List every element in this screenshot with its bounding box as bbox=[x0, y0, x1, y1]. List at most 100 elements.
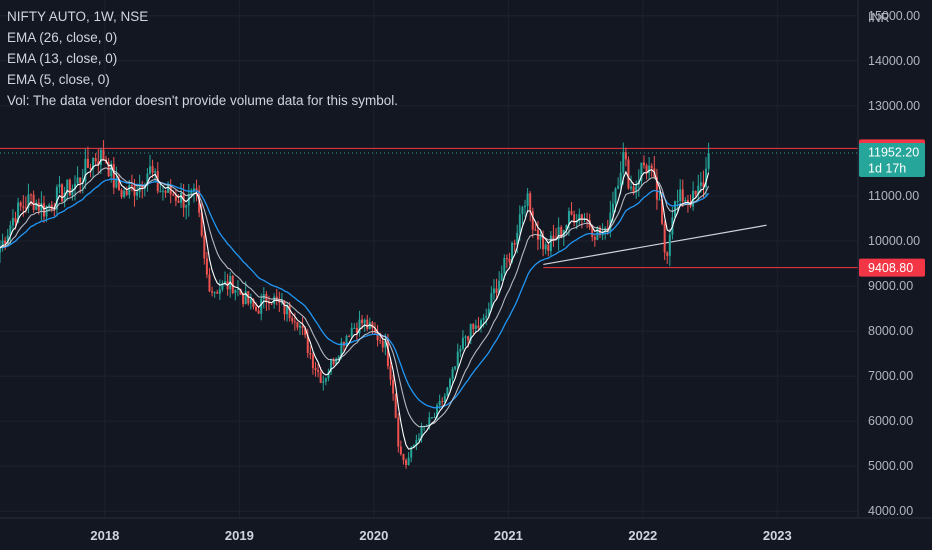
candle-body bbox=[84, 158, 87, 182]
candle-body bbox=[433, 416, 436, 418]
candle-body bbox=[384, 340, 387, 348]
candle-body bbox=[417, 438, 420, 441]
candle-body bbox=[330, 359, 333, 373]
candle-body bbox=[1, 240, 4, 248]
candle-body bbox=[180, 192, 183, 203]
candle-body bbox=[291, 317, 294, 322]
candle-body bbox=[92, 158, 95, 170]
price-tick-label: 8000.00 bbox=[868, 324, 913, 338]
candle-body bbox=[371, 322, 374, 329]
candle-body bbox=[293, 321, 296, 323]
candle-body bbox=[68, 179, 71, 196]
candle-body bbox=[503, 258, 506, 274]
candle-body bbox=[252, 299, 255, 307]
candle-body bbox=[630, 186, 633, 189]
candle-body bbox=[480, 320, 483, 328]
candle-body bbox=[668, 234, 671, 256]
ema-5-label[interactable]: EMA (5, close, 0) bbox=[7, 72, 110, 87]
volume-note: Vol: The data vendor doesn't provide vol… bbox=[7, 93, 399, 108]
candle-body bbox=[642, 162, 645, 166]
candle-body bbox=[420, 426, 423, 439]
candle-body bbox=[167, 184, 170, 193]
candle-body bbox=[593, 237, 596, 240]
candle-body bbox=[55, 187, 58, 210]
candle-body bbox=[195, 188, 198, 191]
candle-body bbox=[149, 166, 151, 174]
candle-body bbox=[267, 302, 270, 304]
candle-body bbox=[485, 315, 488, 318]
candle-body bbox=[601, 234, 604, 236]
candle-body bbox=[681, 189, 684, 202]
candle-body bbox=[394, 393, 397, 418]
candle-body bbox=[363, 319, 366, 324]
candle-body bbox=[361, 319, 364, 324]
trendline-layer[interactable] bbox=[543, 224, 767, 265]
trendline bbox=[543, 224, 767, 265]
time-tick-label: 2023 bbox=[763, 528, 792, 543]
candle-body bbox=[128, 185, 131, 195]
price-tick-label: 5000.00 bbox=[868, 459, 913, 473]
candle-body bbox=[492, 288, 495, 294]
candle-body bbox=[402, 454, 405, 461]
candle-body bbox=[337, 356, 340, 359]
candle-body bbox=[164, 190, 167, 193]
candle-body bbox=[358, 319, 361, 334]
candle-body bbox=[319, 371, 322, 383]
candle-body bbox=[674, 201, 676, 218]
candle-body bbox=[296, 321, 299, 328]
candle-body bbox=[286, 305, 289, 315]
candle-body bbox=[430, 417, 433, 419]
current-price-tag-text: 1d 17h bbox=[868, 162, 906, 176]
candle-body bbox=[469, 324, 472, 341]
candle-body bbox=[436, 405, 439, 417]
candle-body bbox=[511, 242, 514, 262]
candle-body bbox=[112, 163, 115, 188]
candle-body bbox=[231, 276, 234, 293]
candle-body bbox=[314, 368, 317, 370]
candle-body bbox=[125, 190, 128, 195]
candle-body bbox=[19, 202, 22, 207]
candle-body bbox=[368, 322, 371, 330]
candle-body bbox=[205, 258, 208, 275]
candlestick-series bbox=[0, 140, 710, 469]
symbol-title[interactable]: NIFTY AUTO, 1W, NSE bbox=[7, 9, 149, 24]
grid-lines bbox=[0, 0, 858, 518]
candle-body bbox=[567, 211, 570, 225]
candle-body bbox=[146, 173, 149, 186]
candle-body bbox=[508, 258, 511, 262]
candle-body bbox=[531, 211, 534, 230]
candle-body bbox=[239, 288, 242, 295]
candle-body bbox=[327, 372, 330, 379]
candle-body bbox=[661, 199, 664, 224]
time-axis[interactable]: 2018 2019 2020 2021 2022 2023 bbox=[0, 517, 932, 543]
candle-body bbox=[324, 378, 327, 382]
candle-body bbox=[110, 163, 113, 177]
candle-body bbox=[516, 232, 519, 245]
candle-body bbox=[521, 207, 524, 215]
candle-body bbox=[304, 328, 307, 336]
candle-body bbox=[570, 211, 573, 215]
candle-body bbox=[374, 328, 376, 333]
candle-body bbox=[353, 327, 356, 329]
currency-label: INR bbox=[868, 11, 890, 25]
candle-body bbox=[61, 184, 64, 202]
chart-legend: NIFTY AUTO, 1W, NSE EMA (26, close, 0) E… bbox=[7, 6, 398, 111]
candle-body bbox=[120, 189, 123, 198]
candle-body bbox=[224, 281, 226, 283]
ema-13-label[interactable]: EMA (13, close, 0) bbox=[7, 51, 118, 66]
candle-body bbox=[335, 358, 338, 365]
candle-body bbox=[397, 417, 400, 447]
candle-body bbox=[236, 288, 239, 290]
candle-body bbox=[547, 244, 550, 252]
candle-body bbox=[560, 227, 563, 237]
price-tick-label: 13000.00 bbox=[868, 99, 920, 113]
candle-body bbox=[410, 447, 413, 458]
candle-body bbox=[663, 223, 666, 253]
candle-body bbox=[174, 195, 177, 201]
time-tick-label: 2021 bbox=[494, 528, 523, 543]
candle-body bbox=[17, 202, 20, 223]
ema-26-label[interactable]: EMA (26, close, 0) bbox=[7, 30, 118, 45]
